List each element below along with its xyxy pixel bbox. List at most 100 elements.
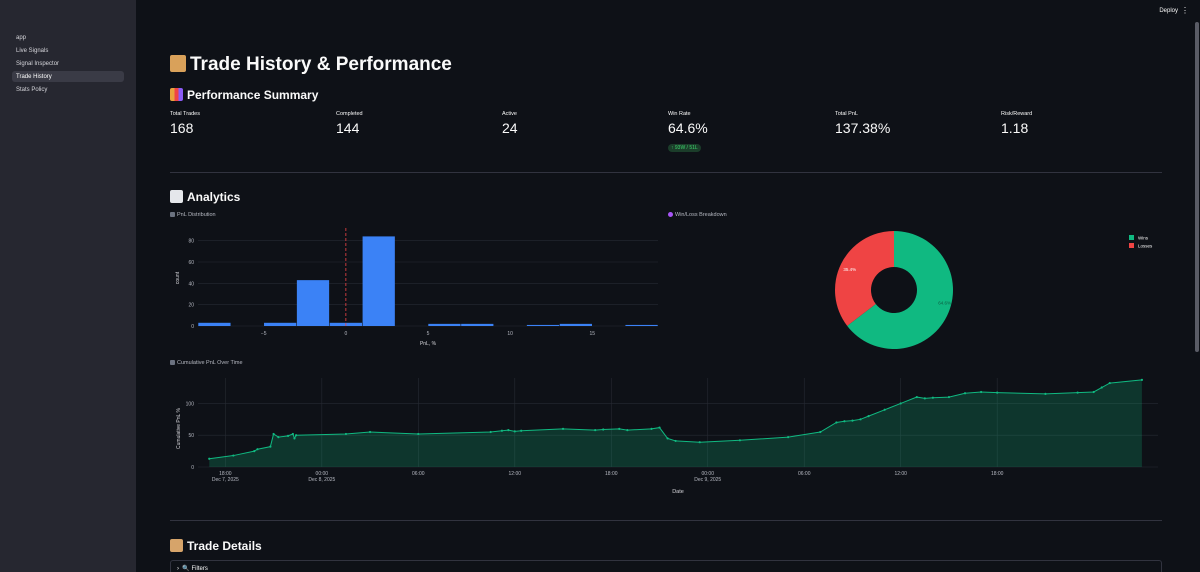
- data-point: [666, 437, 669, 440]
- metric-total-pnl: Total PnL 137.38%: [835, 111, 985, 136]
- x-tick-label: 5: [427, 331, 430, 337]
- chevron-right-icon: ›: [177, 566, 179, 572]
- data-point: [996, 391, 999, 394]
- trade-details-heading: Trade Details: [170, 539, 262, 553]
- data-point: [417, 432, 420, 436]
- scrollbar[interactable]: [1195, 22, 1199, 352]
- bar-chart-icon: [170, 88, 183, 101]
- data-point: [256, 448, 259, 451]
- data-point: [602, 428, 605, 431]
- data-point: [291, 432, 294, 436]
- metric-label: Active: [502, 111, 517, 117]
- metric-value: 137.38%: [835, 120, 891, 136]
- sidebar-item-trade-history[interactable]: Trade History: [12, 71, 124, 82]
- slice-label: 35.4%: [843, 267, 856, 272]
- sidebar-item-stats-policy[interactable]: Stats Policy: [16, 87, 48, 93]
- data-point: [835, 421, 838, 424]
- legend-swatch: [1129, 243, 1134, 248]
- metric-value: 1.18: [1001, 120, 1029, 136]
- y-tick-label: 20: [188, 303, 194, 309]
- x-tick-label: 06:00: [798, 471, 811, 477]
- y-axis-label: count: [175, 271, 181, 284]
- target-icon: [668, 212, 673, 217]
- data-point: [489, 430, 492, 434]
- metric-label: Total Trades: [170, 111, 200, 117]
- data-point: [819, 430, 822, 434]
- legend-label: Losses: [1138, 244, 1153, 249]
- metric-value: 64.6%: [668, 120, 708, 136]
- x-tick-label: 06:00: [412, 471, 425, 477]
- page-title: Trade History & Performance: [170, 54, 452, 76]
- data-point: [368, 430, 372, 434]
- x-tick-label: −5: [261, 331, 267, 337]
- legend-label: Wins: [1138, 236, 1149, 241]
- x-tick-date-label: Dec 7, 2025: [212, 477, 239, 483]
- chart-icon: [170, 360, 175, 365]
- performance-summary-heading: Performance Summary: [170, 88, 318, 102]
- data-point: [561, 427, 565, 430]
- metric-label: Win Rate: [668, 111, 691, 117]
- data-point: [931, 396, 934, 399]
- metric-risk-reward: Risk/Reward 1.18: [1001, 111, 1151, 136]
- y-tick-label: 80: [188, 239, 194, 245]
- win-loss-chart[interactable]: 64.6% 35.4% Wins Losses: [668, 222, 1162, 357]
- metric-win-rate: Win Rate 64.6% ↑ 93W / 51L: [668, 111, 818, 154]
- magnifier-icon: 🔍: [182, 566, 190, 572]
- main-area: Deploy ⋮ Trade History & Performance Per…: [136, 0, 1200, 572]
- vertical-dots-icon[interactable]: ⋮: [1181, 6, 1189, 15]
- filters-label: Filters: [191, 566, 208, 572]
- data-point: [787, 436, 790, 439]
- divider: [170, 520, 1162, 521]
- data-point: [674, 439, 677, 443]
- cumulative-line: [209, 379, 1142, 460]
- data-point: [277, 436, 280, 439]
- sidebar: app Live Signals Signal Inspector Trade …: [0, 0, 136, 572]
- x-tick-label: 00:00: [316, 471, 329, 477]
- analytics-heading-text: Analytics: [187, 190, 241, 204]
- data-point: [513, 430, 516, 433]
- sidebar-item-live-signals[interactable]: Live Signals: [16, 48, 49, 54]
- x-tick-label: 18:00: [991, 471, 1004, 477]
- data-point: [867, 415, 870, 418]
- histogram-bar: [625, 324, 658, 326]
- y-tick-label: 0: [191, 465, 194, 471]
- pnl-distribution-chart[interactable]: 0 20 40 60 80 −5 0 5 10 15 PnL, % count: [170, 222, 660, 352]
- data-point: [1108, 381, 1111, 385]
- filters-expander[interactable]: › 🔍 Filters: [170, 560, 1162, 572]
- data-point: [253, 450, 256, 453]
- data-point: [293, 437, 296, 440]
- data-point: [843, 420, 846, 423]
- metric-label: Total PnL: [835, 111, 858, 117]
- data-point: [344, 432, 348, 436]
- data-point: [286, 434, 290, 437]
- top-bar: Deploy ⋮: [900, 0, 1200, 24]
- data-point: [269, 445, 272, 448]
- page-title-text: Trade History & Performance: [190, 54, 452, 75]
- x-tick-label: 15: [590, 331, 596, 337]
- y-tick-label: 100: [186, 401, 195, 407]
- metric-completed: Completed 144: [336, 111, 486, 136]
- deploy-button[interactable]: Deploy: [1159, 8, 1178, 14]
- histogram-bar: [559, 323, 592, 326]
- legend-swatch: [1129, 235, 1134, 240]
- sidebar-item-signal-inspector[interactable]: Signal Inspector: [16, 61, 60, 67]
- histogram-bar: [461, 323, 494, 326]
- metric-value: 144: [336, 120, 360, 136]
- x-axis-label: Date: [672, 489, 684, 495]
- x-tick-label: 10: [507, 331, 513, 337]
- y-axis-label: Cumulative PnL %: [176, 407, 182, 448]
- donut-slice: [835, 231, 894, 326]
- pnl-distribution-title: PnL Distribution: [170, 212, 216, 218]
- sidebar-item-app[interactable]: app: [16, 35, 27, 41]
- metric-active: Active 24: [502, 111, 652, 136]
- win-loss-delta-badge: ↑ 93W / 51L: [668, 144, 701, 152]
- clipboard-icon: [170, 539, 183, 552]
- data-point: [1140, 378, 1144, 382]
- data-point: [626, 429, 629, 432]
- win-loss-title-text: Win/Loss Breakdown: [675, 212, 727, 218]
- divider: [170, 172, 1162, 173]
- filters-expander-label: › 🔍 Filters: [177, 565, 208, 572]
- scroll-icon: [170, 55, 186, 72]
- data-point: [520, 429, 523, 432]
